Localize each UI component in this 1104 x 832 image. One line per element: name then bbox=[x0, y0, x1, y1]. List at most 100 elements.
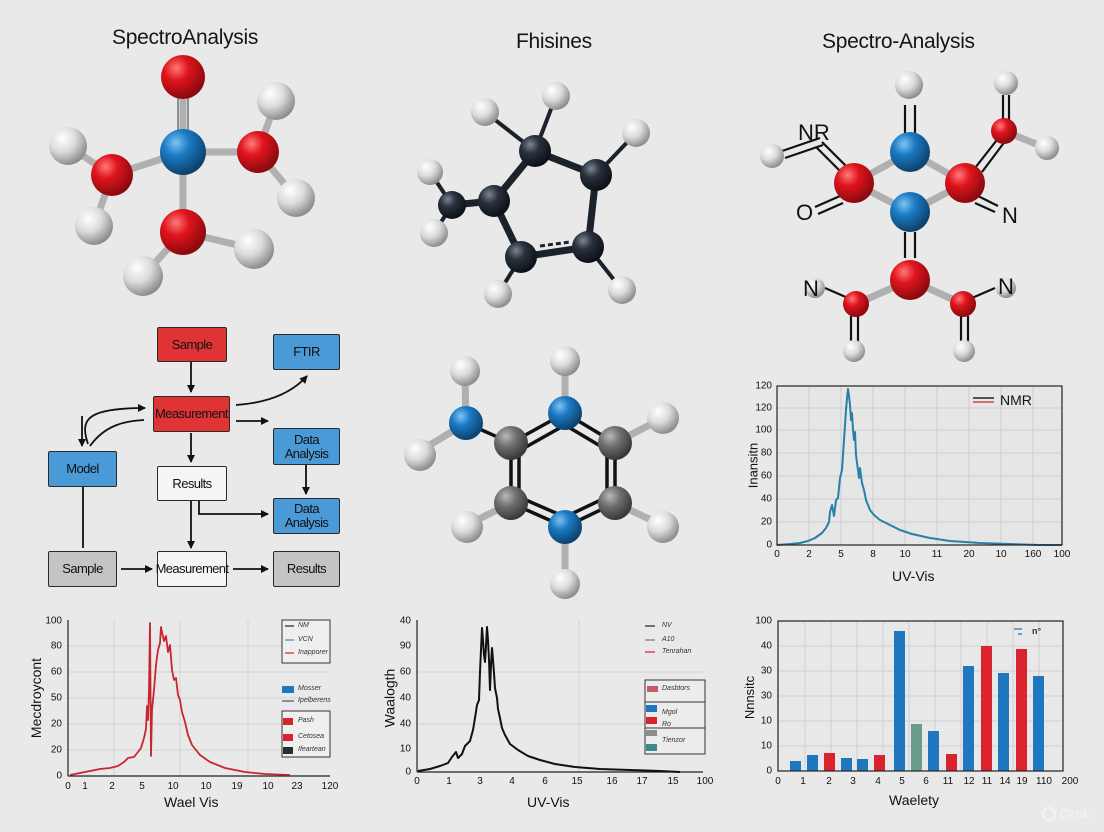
wave-vis-legend-item: Cetosea bbox=[298, 733, 325, 740]
waveligth-legend-item: NV bbox=[662, 622, 672, 629]
wave-vis-legend-item: NM bbox=[298, 622, 309, 629]
wave-vis-ytick: 100 bbox=[45, 615, 62, 627]
flow-node-sample-bottom[interactable]: Sample bbox=[48, 551, 117, 587]
bar-xtick: 3 bbox=[850, 776, 856, 787]
wave-vis-legend-item: Ifeartean bbox=[298, 746, 326, 753]
flow-node-label: Measurement bbox=[155, 561, 229, 576]
waveligth-xtick: 17 bbox=[636, 776, 648, 787]
nmr-ytick: 0 bbox=[766, 539, 772, 551]
title-left: SpectroAnalysis bbox=[112, 26, 259, 49]
flow-node-label: Data bbox=[293, 431, 320, 447]
nmr-xtick: 11 bbox=[931, 549, 943, 560]
nmr-ytick: 120 bbox=[755, 402, 772, 414]
wave-vis-ytick: 20 bbox=[50, 744, 62, 756]
wave-vis-xtick: 19 bbox=[231, 781, 243, 792]
nmr-ytick: 20 bbox=[760, 516, 772, 528]
bars bbox=[790, 631, 1044, 771]
flow-node-results-mid[interactable]: Results bbox=[157, 466, 227, 501]
waveligth-xtick: 15 bbox=[667, 776, 679, 787]
nmr-ylabel: Inansitn bbox=[745, 442, 761, 489]
nmr-xtick: 5 bbox=[838, 549, 844, 560]
waveligth-xtick: 100 bbox=[696, 776, 714, 787]
bar-ytick: 0 bbox=[766, 765, 772, 777]
waveligth-xtick: 16 bbox=[606, 776, 618, 787]
wave-vis-legend-item: Pash bbox=[298, 717, 314, 724]
bar-ytick: 40 bbox=[760, 640, 772, 652]
atom-label-n-right: N bbox=[1002, 203, 1018, 228]
waveligth-legend-item: Mgol bbox=[662, 709, 678, 716]
flow-node-data-analysis-2[interactable]: Data Analysis bbox=[273, 498, 340, 534]
watermark: Grok bbox=[1041, 806, 1090, 822]
waveligth-chart bbox=[416, 620, 706, 773]
waveligth-xlabel: UV-Vis bbox=[527, 794, 570, 810]
wave-vis-xlabel: Wael Vis bbox=[164, 794, 219, 810]
wave-vis-ytick: 60 bbox=[50, 666, 62, 678]
bar-xtick: 11 bbox=[942, 776, 954, 787]
wave-vis-ylabel: Mecdroycont bbox=[28, 657, 45, 739]
flow-node-label: Analysis bbox=[284, 515, 329, 530]
bar-xtick: 1 bbox=[800, 776, 806, 787]
flow-node-model[interactable]: Model bbox=[48, 451, 117, 487]
flow-node-results-bottom[interactable]: Results bbox=[273, 551, 340, 587]
flow-node-data-analysis-1[interactable]: Data Analysis bbox=[273, 428, 340, 465]
wave-vis-ytick: 20 bbox=[50, 718, 62, 730]
wave-vis-ytick: 0 bbox=[56, 770, 62, 782]
flow-node-label: Measurement bbox=[155, 406, 228, 421]
waveligth-xtick: 3 bbox=[477, 776, 483, 787]
nmr-ytick: 60 bbox=[760, 470, 772, 482]
molecule-diamond bbox=[760, 71, 1059, 362]
bar-xtick: 5 bbox=[899, 776, 905, 787]
waveligth-legend-item: Tienzor bbox=[662, 737, 686, 744]
nmr-xtick: 10 bbox=[995, 549, 1007, 560]
waveligth-series-line bbox=[417, 626, 681, 773]
waveligth-ytick: 40 bbox=[399, 718, 411, 730]
nmr-ytick: 100 bbox=[755, 424, 772, 436]
waveligth-xtick: 4 bbox=[509, 776, 515, 787]
wave-vis-xtick: 10 bbox=[200, 781, 212, 792]
waveligth-ytick: 60 bbox=[399, 666, 411, 678]
wave-vis-series-line bbox=[69, 622, 291, 776]
wave-vis-legend-item: VCN bbox=[298, 636, 313, 643]
waveligth-xtick: 1 bbox=[446, 776, 452, 787]
molecule-tetrahedral bbox=[49, 55, 315, 296]
flow-node-ftir[interactable]: FTIR bbox=[273, 334, 340, 370]
waveligth-xtick: 15 bbox=[571, 776, 583, 787]
bar-xtick: 14 bbox=[999, 776, 1011, 787]
waveligth-xtick: 6 bbox=[542, 776, 548, 787]
bar-legend-label: n° bbox=[1032, 626, 1042, 636]
flow-node-label: FTIR bbox=[293, 344, 320, 359]
waveligth-ytick: 40 bbox=[399, 615, 411, 627]
wave-vis-ytick: 50 bbox=[50, 692, 62, 704]
nmr-chart bbox=[776, 385, 1063, 546]
nmr-xtick: 8 bbox=[870, 549, 876, 560]
bar-ytick: 100 bbox=[755, 615, 772, 627]
wave-vis-xtick: 10 bbox=[167, 781, 179, 792]
nmr-ytick: 120 bbox=[755, 380, 772, 392]
molecule-ring-dark bbox=[417, 82, 650, 308]
wave-vis-xtick: 23 bbox=[291, 781, 303, 792]
atom-label-n-bottom-left: N bbox=[803, 276, 819, 301]
bar-xlabel: Waelety bbox=[889, 792, 940, 808]
waveligth-ytick: 90 bbox=[399, 640, 411, 652]
bar-xtick: 12 bbox=[963, 776, 975, 787]
bar-xtick: 0 bbox=[775, 776, 781, 787]
flowchart-connectors bbox=[78, 362, 310, 573]
flow-node-measurement-bottom[interactable]: Measurement bbox=[155, 551, 229, 587]
bar-ytick: 10 bbox=[760, 715, 772, 727]
flow-node-label: Sample bbox=[171, 336, 213, 352]
waveligth-ytick: 10 bbox=[399, 743, 411, 755]
bar-ytick: 30 bbox=[760, 690, 772, 702]
atom-label-n-bottom-right: N bbox=[998, 274, 1014, 299]
nmr-xtick: 100 bbox=[1053, 549, 1071, 560]
flow-node-label: Model bbox=[66, 461, 99, 476]
title-center: Fhisines bbox=[516, 30, 592, 53]
wave-vis-legend-item: Inapporer bbox=[298, 649, 328, 656]
flow-node-sample-top[interactable]: Sample bbox=[157, 327, 227, 362]
flow-node-measurement-top[interactable]: Measurement bbox=[153, 396, 230, 432]
waveligth-ytick: 0 bbox=[405, 766, 411, 778]
grok-logo-icon bbox=[1041, 807, 1056, 821]
nmr-series-line bbox=[776, 388, 1062, 546]
bar-ylabel: Nnnsitc bbox=[742, 675, 758, 720]
flow-node-label: Analysis bbox=[284, 445, 329, 461]
